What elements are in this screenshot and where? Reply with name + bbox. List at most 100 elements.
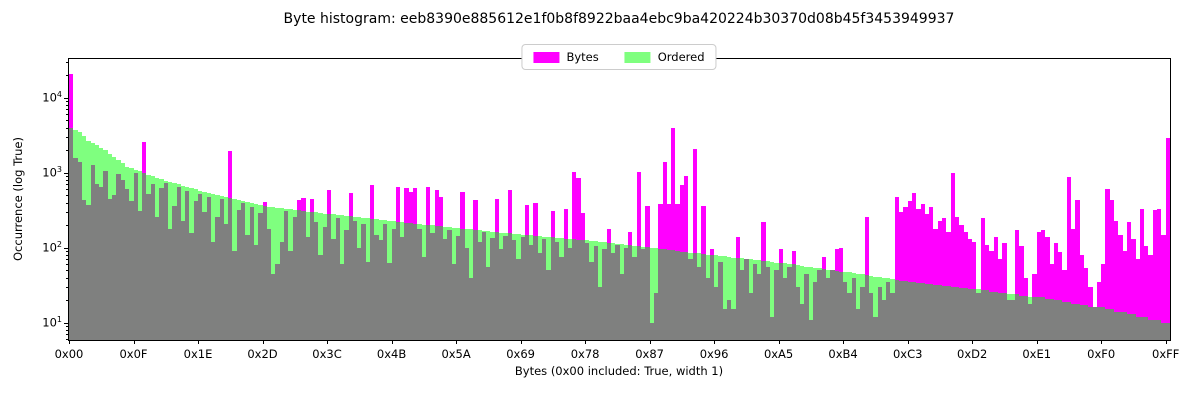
x-tick-label: 0x00 [54,347,84,361]
ordered-bar [327,213,331,340]
ordered-bar [1019,295,1024,340]
ordered-bar [620,244,624,340]
ordered-bar [994,291,998,340]
y-minor-tick-mark [65,120,68,122]
ordered-bar [731,257,736,340]
legend: Bytes Ordered [521,44,717,70]
ordered-bar [826,269,830,340]
ordered-bar [134,169,138,340]
ordered-bar [628,245,632,340]
y-minor-tick-mark [65,277,68,279]
y-minor-tick-mark [65,339,68,341]
ordered-bar [344,215,349,340]
ordered-bar [99,147,103,340]
ordered-bar [151,176,155,340]
bytes-bar [1084,267,1088,340]
x-tick-mark [520,340,522,344]
ordered-bar [1093,307,1097,340]
x-tick-mark [714,340,716,344]
ordered-bar [1101,307,1105,340]
bytes-bar [933,228,938,340]
bytes-bar [1127,222,1131,340]
y-tick-mark [64,322,68,324]
ordered-bar [701,254,706,340]
y-minor-tick-mark [65,127,68,129]
ordered-bar [800,266,804,340]
ordered-bar [439,226,443,340]
ordered-bar [714,255,718,340]
ordered-bar [602,242,607,340]
ordered-bar [542,236,546,340]
ordered-bar [349,216,353,340]
ordered-bar [749,259,753,340]
bytes-bar [981,217,985,340]
ordered-bar [112,156,116,340]
ordered-bar [1118,311,1123,340]
bars-layer [69,59,1170,340]
ordered-bar [899,280,903,340]
y-minor-tick-mark [65,264,68,266]
ordered-bar [1088,307,1093,340]
ordered-bar [422,224,426,340]
y-minor-tick-mark [65,300,68,301]
bytes-bar [908,200,912,340]
x-tick-mark [585,340,587,344]
ordered-bar [211,193,215,340]
ordered-bar [331,214,336,340]
y-minor-tick-mark [65,109,68,111]
bytes-bar [942,217,946,340]
ordered-bar [1140,316,1144,340]
ordered-bar [198,190,202,340]
bytes-bar [912,193,916,340]
ordered-bar [736,257,740,340]
ordered-bar [869,275,873,340]
ordered-bar [744,258,749,340]
ordered-bar [839,271,843,340]
ordered-bar [1080,305,1084,340]
ordered-bar [912,281,916,340]
y-minor-tick-mark [65,334,68,336]
y-minor-tick-mark [65,180,68,181]
x-tick-mark [327,340,328,344]
bytes-bar [671,127,675,340]
ordered-bar [1157,319,1161,340]
ordered-bar [417,224,422,340]
bytes-bar [1002,242,1007,340]
ordered-bar [146,174,151,340]
y-minor-tick-mark [65,176,68,178]
ordered-bar [1011,294,1015,340]
ordered-bar [194,189,198,340]
ordered-bar [680,251,684,340]
ordered-bar [976,289,981,340]
ordered-bar [443,226,447,340]
ordered-bar [404,222,409,340]
ordered-bar [1050,298,1054,340]
y-minor-tick-mark [65,62,68,63]
ordered-bar [1144,316,1148,340]
ordered-bar [929,283,933,340]
y-tick-label: 102 [42,239,62,255]
ordered-bar [757,260,761,340]
ordered-bar [185,186,189,340]
ordered-bar [783,263,787,340]
ordered-bar [835,270,839,340]
x-tick-mark [907,340,909,344]
ordered-bar [172,183,177,340]
ordered-bar [882,277,886,340]
ordered-bar [95,145,99,340]
ordered-bar [637,246,641,340]
bytes-bar [1080,254,1084,340]
x-tick-mark [1036,340,1038,344]
legend-label-ordered: Ordered [657,50,705,64]
ordered-bar [379,219,383,340]
ordered-bar [1084,305,1088,340]
ordered-bar [164,180,168,340]
ordered-bar [895,280,899,340]
ordered-bar [478,230,482,340]
ordered-bar [981,290,985,340]
bytes-bar [1075,199,1080,340]
x-axis-label: Bytes (0x00 included: True, width 1) [514,364,724,378]
ordered-bar [181,185,185,340]
y-minor-tick-mark [65,251,68,253]
y-minor-tick-mark [65,211,68,213]
